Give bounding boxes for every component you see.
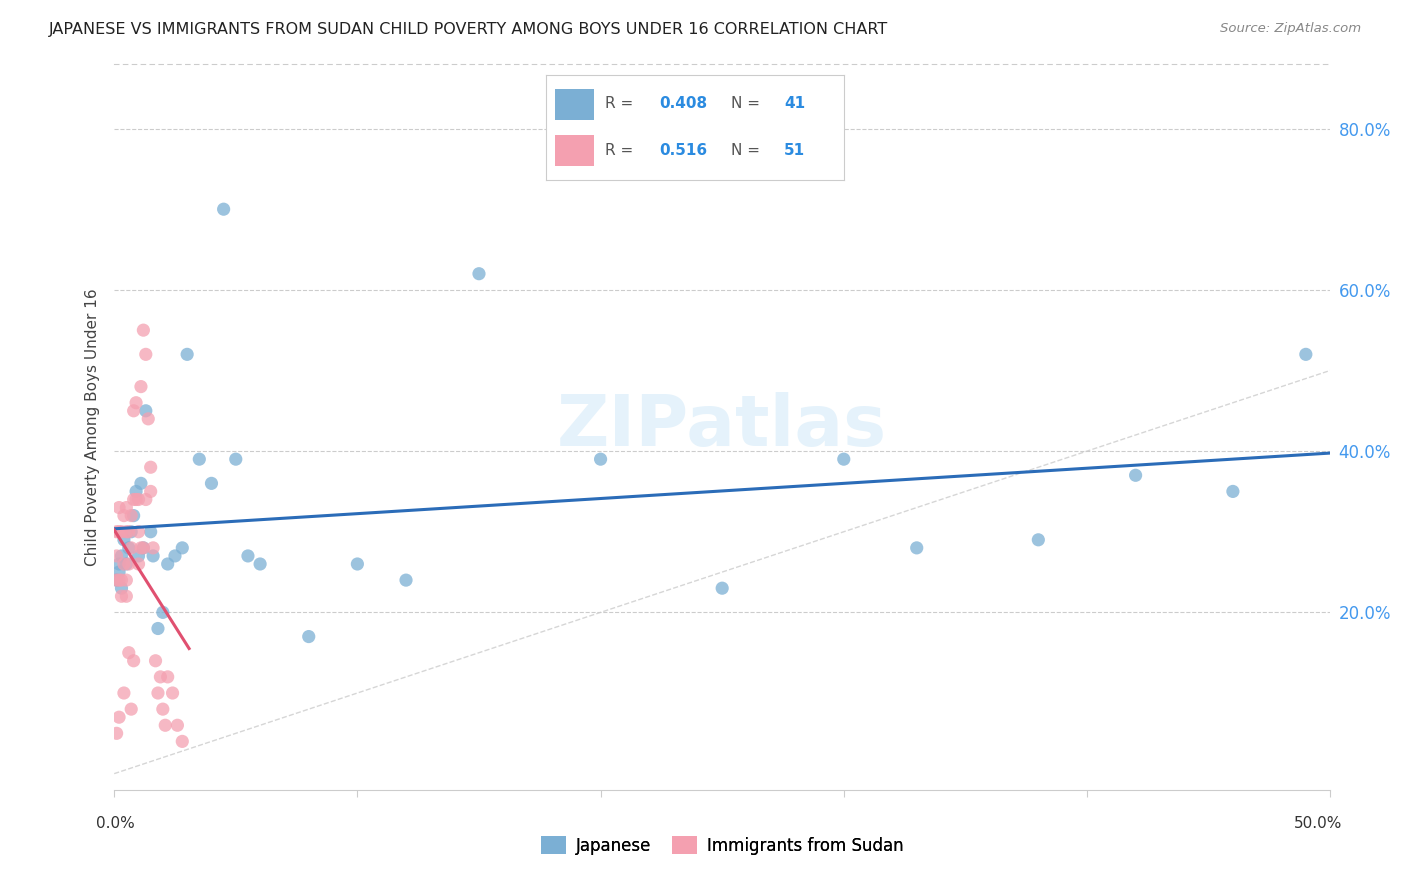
Text: 0.0%: 0.0% (96, 816, 135, 831)
Point (1295, 347, 1317, 361)
Point (1222, 484, 1244, 499)
Point (110, 549, 132, 563)
Point (589, 452, 612, 467)
Point (120, 541, 142, 555)
Text: ZIPatlas: ZIPatlas (557, 392, 887, 461)
Point (188, 452, 211, 467)
Point (163, 549, 186, 563)
Legend: Japanese, Immigrants from Sudan: Japanese, Immigrants from Sudan (534, 830, 910, 862)
Point (118, 541, 141, 555)
Point (135, 404, 157, 418)
Point (129, 541, 152, 555)
Point (122, 654, 145, 668)
Point (112, 533, 135, 547)
Point (468, 267, 491, 281)
Point (125, 492, 148, 507)
Point (298, 630, 321, 644)
Point (132, 541, 155, 555)
Point (122, 404, 145, 418)
Point (1125, 468, 1147, 483)
Point (176, 347, 198, 361)
Point (200, 476, 222, 491)
Point (115, 524, 138, 539)
Text: 50.0%: 50.0% (1295, 816, 1343, 831)
Point (236, 549, 259, 563)
Point (162, 686, 184, 700)
Y-axis label: Child Poverty Among Boys Under 16: Child Poverty Among Boys Under 16 (86, 288, 100, 566)
Point (108, 565, 131, 579)
Point (172, 734, 194, 748)
Point (135, 492, 157, 507)
Text: Source: ZipAtlas.com: Source: ZipAtlas.com (1220, 22, 1361, 36)
Point (145, 654, 167, 668)
Point (115, 557, 138, 571)
Point (249, 557, 271, 571)
Point (110, 589, 132, 603)
Point (115, 500, 138, 515)
Point (105, 524, 128, 539)
Point (112, 686, 135, 700)
Point (225, 452, 247, 467)
Point (108, 557, 131, 571)
Point (128, 549, 150, 563)
Point (136, 412, 159, 426)
Point (108, 524, 131, 539)
Point (118, 646, 141, 660)
Point (128, 492, 150, 507)
Point (105, 726, 128, 740)
Point (132, 323, 155, 337)
Point (172, 541, 194, 555)
Point (120, 702, 142, 716)
Point (152, 702, 174, 716)
Point (120, 524, 142, 539)
Point (156, 557, 179, 571)
Point (115, 589, 138, 603)
Point (105, 573, 128, 587)
Point (125, 395, 148, 409)
Point (125, 484, 148, 499)
Point (152, 606, 174, 620)
Point (132, 541, 155, 555)
Point (122, 492, 145, 507)
Point (122, 508, 145, 523)
Point (108, 710, 131, 724)
Point (832, 452, 855, 467)
Point (118, 524, 141, 539)
Point (395, 573, 418, 587)
Point (108, 573, 131, 587)
Point (146, 686, 169, 700)
Text: JAPANESE VS IMMIGRANTS FROM SUDAN CHILD POVERTY AMONG BOYS UNDER 16 CORRELATION : JAPANESE VS IMMIGRANTS FROM SUDAN CHILD … (49, 22, 889, 37)
Point (128, 557, 150, 571)
Point (112, 557, 135, 571)
Point (115, 573, 138, 587)
Point (120, 508, 142, 523)
Point (110, 524, 132, 539)
Point (135, 347, 157, 361)
Point (110, 581, 132, 595)
Point (711, 581, 734, 595)
Point (142, 549, 165, 563)
Point (166, 718, 188, 732)
Point (1028, 533, 1050, 547)
Point (118, 557, 141, 571)
Point (155, 718, 177, 732)
Point (212, 202, 235, 217)
Point (905, 541, 928, 555)
Point (112, 508, 135, 523)
Point (149, 670, 172, 684)
Point (129, 379, 152, 393)
Point (105, 573, 128, 587)
Point (139, 460, 162, 475)
Point (110, 573, 132, 587)
Point (105, 549, 128, 563)
Point (156, 670, 179, 684)
Point (139, 484, 162, 499)
Point (346, 557, 368, 571)
Point (139, 524, 162, 539)
Point (146, 622, 169, 636)
Point (142, 541, 165, 555)
Point (128, 524, 150, 539)
Point (129, 476, 152, 491)
Point (108, 500, 131, 515)
